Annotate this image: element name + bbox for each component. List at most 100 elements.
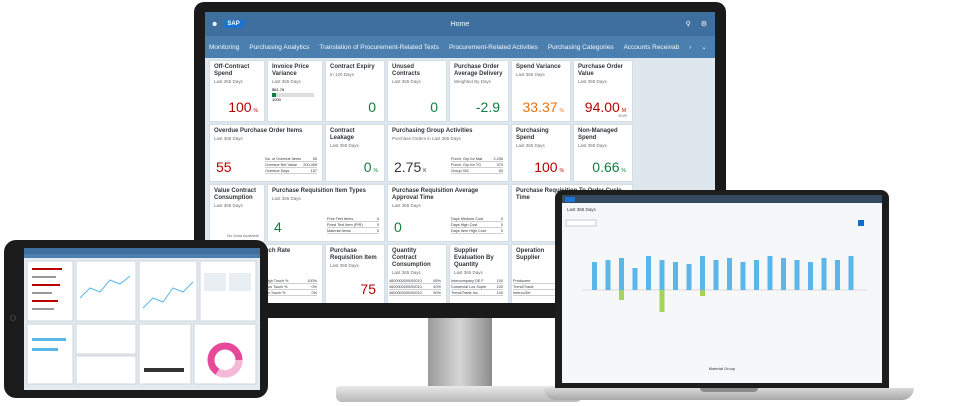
tile-subtitle: Last 365 Days: [330, 263, 359, 268]
chart-bar-negative[interactable]: [659, 290, 665, 312]
tab-purchasing-analytics[interactable]: Purchasing Analytics: [249, 43, 310, 51]
tile-kpi-value: 2.75 K: [394, 159, 427, 175]
tile-list-row: Group 001 63: [451, 169, 503, 174]
chart-bar-positive[interactable]: [848, 256, 854, 290]
kpi-tile[interactable]: Purchase Order Average Delivery Weighted …: [449, 60, 509, 122]
tile-comparison-list: Purch. Grp for Mat 2,206 Purch. Grp for TG…: [451, 157, 503, 175]
chart-bar-positive[interactable]: [619, 258, 624, 290]
tile-subtitle: Last 365 Days: [516, 72, 545, 77]
kpi-tile[interactable]: Value Contract Consumption Last 365 Days N…: [209, 184, 265, 242]
user-icon[interactable]: ☻: [211, 20, 219, 28]
tile-comparison-list: Producere Trend/Trade Interco/De: [513, 279, 565, 297]
tile-comparison-list: Days Medium Cost 0 Days High Cost 0 Days Ite…: [451, 217, 503, 235]
tile-subtitle: Last 365 Days: [392, 79, 421, 84]
tile-subtitle: Last 365 Days: [454, 270, 483, 275]
chart-bar-positive[interactable]: [808, 262, 813, 290]
tile-kpi-value: 0: [394, 219, 402, 235]
tile-title: Contract Leakage: [330, 128, 355, 141]
sap-logo-small[interactable]: [565, 196, 575, 202]
kpi-tile[interactable]: Contract Expiry In 120 Days 0: [325, 60, 385, 122]
kpi-tile[interactable]: Non-Managed Spend Last 365 Days 0.66%: [573, 124, 633, 182]
tile-list-row: Overdue Days 157: [265, 169, 317, 174]
kpi-tile[interactable]: Purchase Order Value Last 365 Days 94.00 M E…: [573, 60, 633, 122]
chart-bar-positive[interactable]: [821, 258, 827, 290]
tile-list-row: Days Medium Cost 0: [451, 217, 503, 222]
chart-bar-positive[interactable]: [700, 256, 705, 290]
kpi-tile[interactable]: Purchase Requisition Item Types Last 365 …: [267, 184, 385, 242]
tab-monitoring[interactable]: Monitoring: [209, 43, 240, 51]
chart-bar-positive[interactable]: [592, 262, 597, 290]
tile-subtitle: Last 365 Days: [214, 136, 243, 141]
tile-list-row: Interco/De: [513, 291, 565, 296]
notifications-icon[interactable]: ⚙: [700, 21, 707, 28]
variant-select[interactable]: [565, 219, 597, 227]
tile-kpi-value: 0%: [363, 159, 378, 175]
tile-subtitle: Last 365 Days: [272, 196, 301, 201]
kpi-tile[interactable]: Purchasing Group Activities Purchase Orde…: [387, 124, 509, 182]
tab-procurement-activities[interactable]: Procurement-Related Activities: [448, 43, 538, 51]
tile-title: Overdue Purchase Order Items: [214, 128, 303, 134]
tile-list-row: Days Item High Cost 0: [451, 229, 503, 234]
kpi-tile[interactable]: Spend Variance Last 365 Days 33.37%: [511, 60, 571, 122]
tile-kpi-value: 94.00 M: [584, 99, 626, 115]
sap-logo[interactable]: SAP: [224, 20, 246, 28]
chart-bar-positive[interactable]: [754, 260, 759, 290]
chart-bar-positive[interactable]: [686, 264, 692, 290]
laptop-filter-label[interactable]: Last 365 Days: [567, 207, 596, 212]
tile-list-row: No. of Overdue Items 55: [265, 157, 317, 162]
tile-comparison-list: Free Text Items 4 Fixed Text Item (PIR) 0 Ma…: [327, 217, 379, 235]
tile-kpi-value: 0: [368, 99, 376, 115]
kpi-tile[interactable]: Contract Leakage Last 365 Days 0%: [325, 124, 385, 182]
tile-title: Purchase Requisition Average Approval Ti…: [392, 188, 479, 201]
kpi-tile[interactable]: Purchase Requisition Item Last 365 Days 75: [325, 244, 385, 303]
tile-list-row: 4600000000/00010 40%: [389, 285, 441, 290]
chart-bar-positive[interactable]: [794, 260, 800, 290]
kpi-tile[interactable]: Purchasing Spend Last 365 Days 100%: [511, 124, 571, 182]
chart-bar-positive[interactable]: [835, 260, 840, 290]
chevron-down-icon[interactable]: ⌄: [701, 44, 707, 51]
tile-subtitle: Last 365 Days: [214, 79, 243, 84]
kpi-tile[interactable]: Invoice Price Variance Last 365 Days $61.7…: [267, 60, 323, 122]
kpi-tile[interactable]: Off-Contract Spend Last 365 Days 100%: [209, 60, 265, 122]
chart-bar-positive[interactable]: [646, 256, 651, 290]
chart-bar-negative[interactable]: [700, 290, 705, 296]
tablet-device: [4, 240, 268, 398]
monitor-stand-neck: [428, 318, 492, 390]
tile-title: Quantity Contract Consumption: [392, 248, 431, 268]
tile-title: Purchasing Spend: [516, 128, 549, 141]
tile-title: Off-Contract Spend: [214, 64, 250, 77]
tile-list-row: Low Touch % 0%: [265, 285, 317, 290]
chart-bar-positive[interactable]: [767, 256, 773, 290]
kpi-tile[interactable]: Unused Contracts Last 365 Days 0: [387, 60, 447, 122]
tile-kpi-value: 100%: [534, 159, 564, 175]
chart-bar-positive[interactable]: [781, 258, 786, 290]
tile-title: Purchasing Group Activities: [392, 128, 473, 134]
tile-kpi-value: 100%: [228, 99, 258, 115]
tile-list-row: Trend/Trade: [513, 285, 565, 290]
laptop-notch: [700, 388, 758, 392]
chart-bar-positive[interactable]: [673, 262, 678, 290]
kpi-tile[interactable]: Quantity Contract Consumption Last 365 Da…: [387, 244, 447, 303]
tile-comparison-list: No. of Overdue Items 55 Overdue Net Value 2…: [265, 157, 317, 175]
tab-accounts-receivable[interactable]: Accounts Receivab: [623, 43, 680, 51]
chart-view-icon[interactable]: [858, 220, 864, 226]
tile-title: Spend Variance: [516, 64, 561, 70]
chevron-right-icon[interactable]: ›: [689, 43, 692, 51]
chart-bar-positive[interactable]: [605, 260, 611, 290]
tab-translation[interactable]: Translation of Procurement-Related Texts: [319, 43, 439, 51]
chart-bar-positive[interactable]: [727, 258, 732, 290]
chart-bar-positive[interactable]: [713, 260, 719, 290]
tile-list-row: Free Text Items 4: [327, 217, 379, 222]
chart-bar-negative[interactable]: [619, 290, 624, 300]
kpi-tile[interactable]: Overdue Purchase Order Items Last 365 Day…: [209, 124, 323, 182]
chart-bar-positive[interactable]: [632, 268, 638, 290]
chart-bar-positive[interactable]: [659, 260, 665, 290]
tab-purchasing-categories[interactable]: Purchasing Categories: [547, 43, 614, 51]
tablet-screen: [24, 248, 260, 390]
chart-bar-positive[interactable]: [740, 262, 746, 290]
bullet-bottom-label: 1000: [272, 97, 281, 102]
kpi-tile[interactable]: Supplier Evaluation By Quantity Last 365 …: [449, 244, 509, 303]
monitor-stand-base: [336, 386, 582, 402]
search-icon[interactable]: ⚲: [685, 21, 691, 28]
kpi-tile[interactable]: Purchase Requisition Average Approval Ti…: [387, 184, 509, 242]
